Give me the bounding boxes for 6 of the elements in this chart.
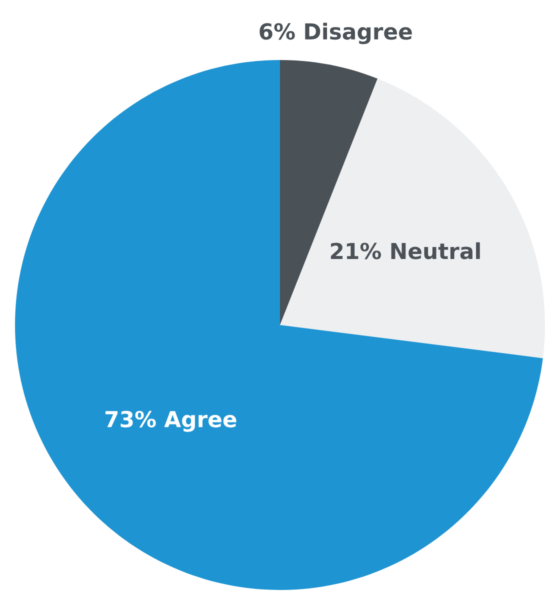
slice-label: Neutral [391, 242, 480, 260]
data-label: 21% [330, 242, 381, 260]
data-label: 73% [106, 410, 156, 428]
data-label: 6% [260, 23, 295, 40]
slice-label: Agree [164, 411, 236, 432]
slice-label: Disagree [305, 22, 412, 44]
